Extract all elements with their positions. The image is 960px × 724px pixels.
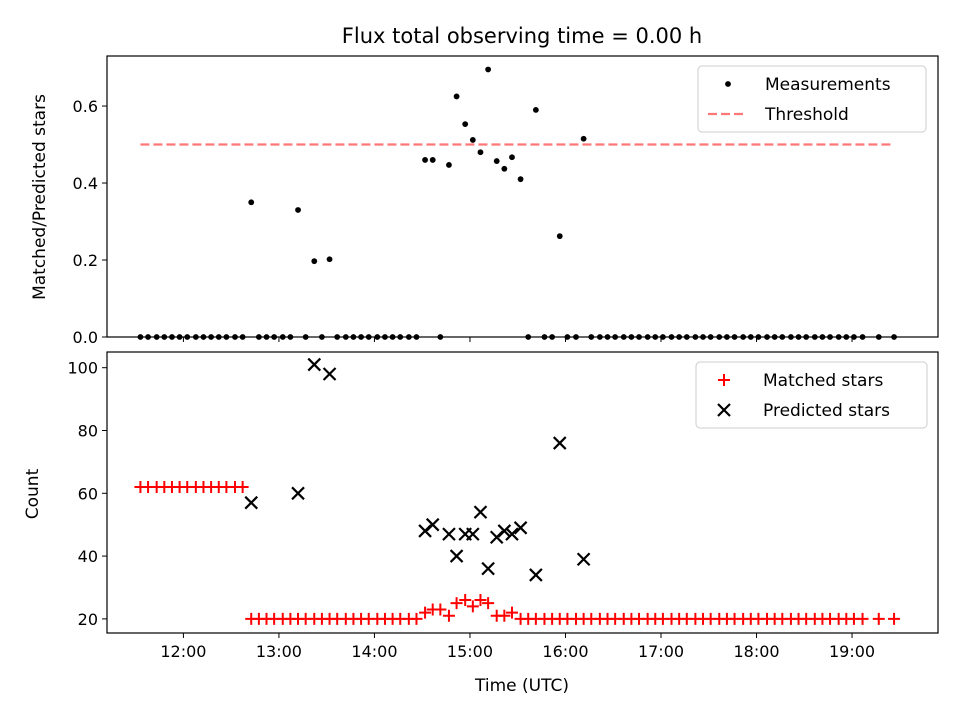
y-tick-label: 80	[78, 421, 98, 440]
data-point	[532, 106, 539, 113]
data-point	[450, 597, 463, 610]
data-point	[307, 357, 322, 372]
y-tick-label: 0.2	[73, 251, 98, 270]
data-point	[576, 552, 591, 566]
legend-box	[695, 361, 928, 429]
data-point	[311, 258, 318, 265]
data-point	[326, 256, 333, 263]
data-point	[888, 612, 901, 625]
data-point	[473, 505, 488, 519]
data-point	[429, 157, 436, 163]
data-point	[434, 603, 447, 616]
chart-title: Flux total observing time = 0.00 h	[342, 24, 702, 48]
x-axis-label: Time (UTC)	[474, 676, 569, 696]
x-tick-label: 18:00	[733, 642, 779, 661]
series-predicted-stars	[244, 357, 591, 582]
y-tick-label: 20	[78, 610, 98, 629]
data-point	[442, 527, 456, 541]
data-point	[485, 66, 492, 73]
data-point	[856, 612, 869, 625]
data-point	[505, 527, 519, 541]
data-point	[469, 137, 476, 143]
y-tick-label: 60	[78, 484, 98, 503]
x-tick-label: 15:00	[447, 642, 493, 661]
bottom-plot-area: 20 40 60 80 100 12:00 13:00 14:00 15:00 16:00 17:0…	[67, 351, 939, 661]
top-plot-area: 0.0 0.2 0.4 0.6 Measurements Threshold	[73, 55, 939, 347]
data-point	[410, 612, 423, 625]
x-tick-label: 13:00	[256, 642, 302, 661]
legend-label: Threshold	[764, 105, 849, 125]
data-point	[509, 154, 515, 161]
bottom-y-axis-label: Count	[23, 468, 43, 519]
data-point	[580, 135, 587, 142]
legend: Measurements Threshold	[697, 65, 927, 133]
data-point	[513, 521, 528, 535]
data-point	[474, 594, 487, 607]
legend-handle	[718, 374, 730, 386]
data-point	[291, 486, 305, 501]
data-point	[493, 158, 500, 164]
y-tick-label: 0.6	[73, 97, 98, 116]
data-point	[449, 549, 464, 563]
data-point	[529, 568, 543, 582]
legend: Matched stars Predicted stars	[695, 361, 928, 429]
legend-label: Measurements	[765, 75, 891, 95]
data-point	[517, 176, 524, 183]
data-point	[442, 609, 455, 622]
data-point	[422, 157, 428, 163]
data-point	[466, 600, 479, 613]
axes-frame	[106, 351, 939, 634]
data-point	[872, 612, 885, 625]
x-tick-label: 17:00	[638, 642, 684, 661]
x-tick-label: 19:00	[829, 642, 875, 661]
legend-label: Matched stars	[763, 371, 883, 391]
x-tick-label: 12:00	[160, 642, 206, 661]
y-tick-label: 0.0	[73, 328, 98, 347]
data-point	[462, 121, 469, 128]
data-point	[453, 93, 460, 100]
data-point	[459, 594, 472, 607]
data-point	[419, 606, 432, 619]
data-point	[322, 367, 337, 381]
legend-box	[697, 65, 927, 133]
data-point	[248, 199, 255, 206]
data-point	[498, 609, 511, 622]
y-tick-label: 40	[78, 547, 98, 566]
data-point	[505, 606, 518, 619]
data-point	[244, 495, 259, 510]
series-matched-stars	[134, 481, 901, 625]
y-tick-label: 100	[67, 359, 98, 378]
axes-frame	[106, 55, 939, 338]
data-point	[236, 481, 249, 494]
x-tick-label: 14:00	[351, 642, 397, 661]
y-tick-label: 0.4	[73, 174, 98, 193]
data-point	[477, 149, 484, 156]
data-point	[446, 162, 452, 168]
legend-handle	[725, 81, 731, 87]
data-point	[425, 517, 440, 532]
data-point	[556, 233, 563, 240]
legend-handle	[717, 403, 731, 417]
data-point	[552, 436, 567, 450]
data-point	[497, 524, 512, 538]
top-y-axis-label: Matched/Predicted stars	[30, 94, 50, 300]
data-point	[295, 207, 301, 213]
data-point	[501, 165, 508, 172]
data-point	[481, 561, 495, 576]
x-tick-label: 16:00	[542, 642, 588, 661]
data-point	[482, 597, 495, 610]
data-point	[466, 527, 480, 541]
legend-label: Predicted stars	[763, 401, 890, 421]
